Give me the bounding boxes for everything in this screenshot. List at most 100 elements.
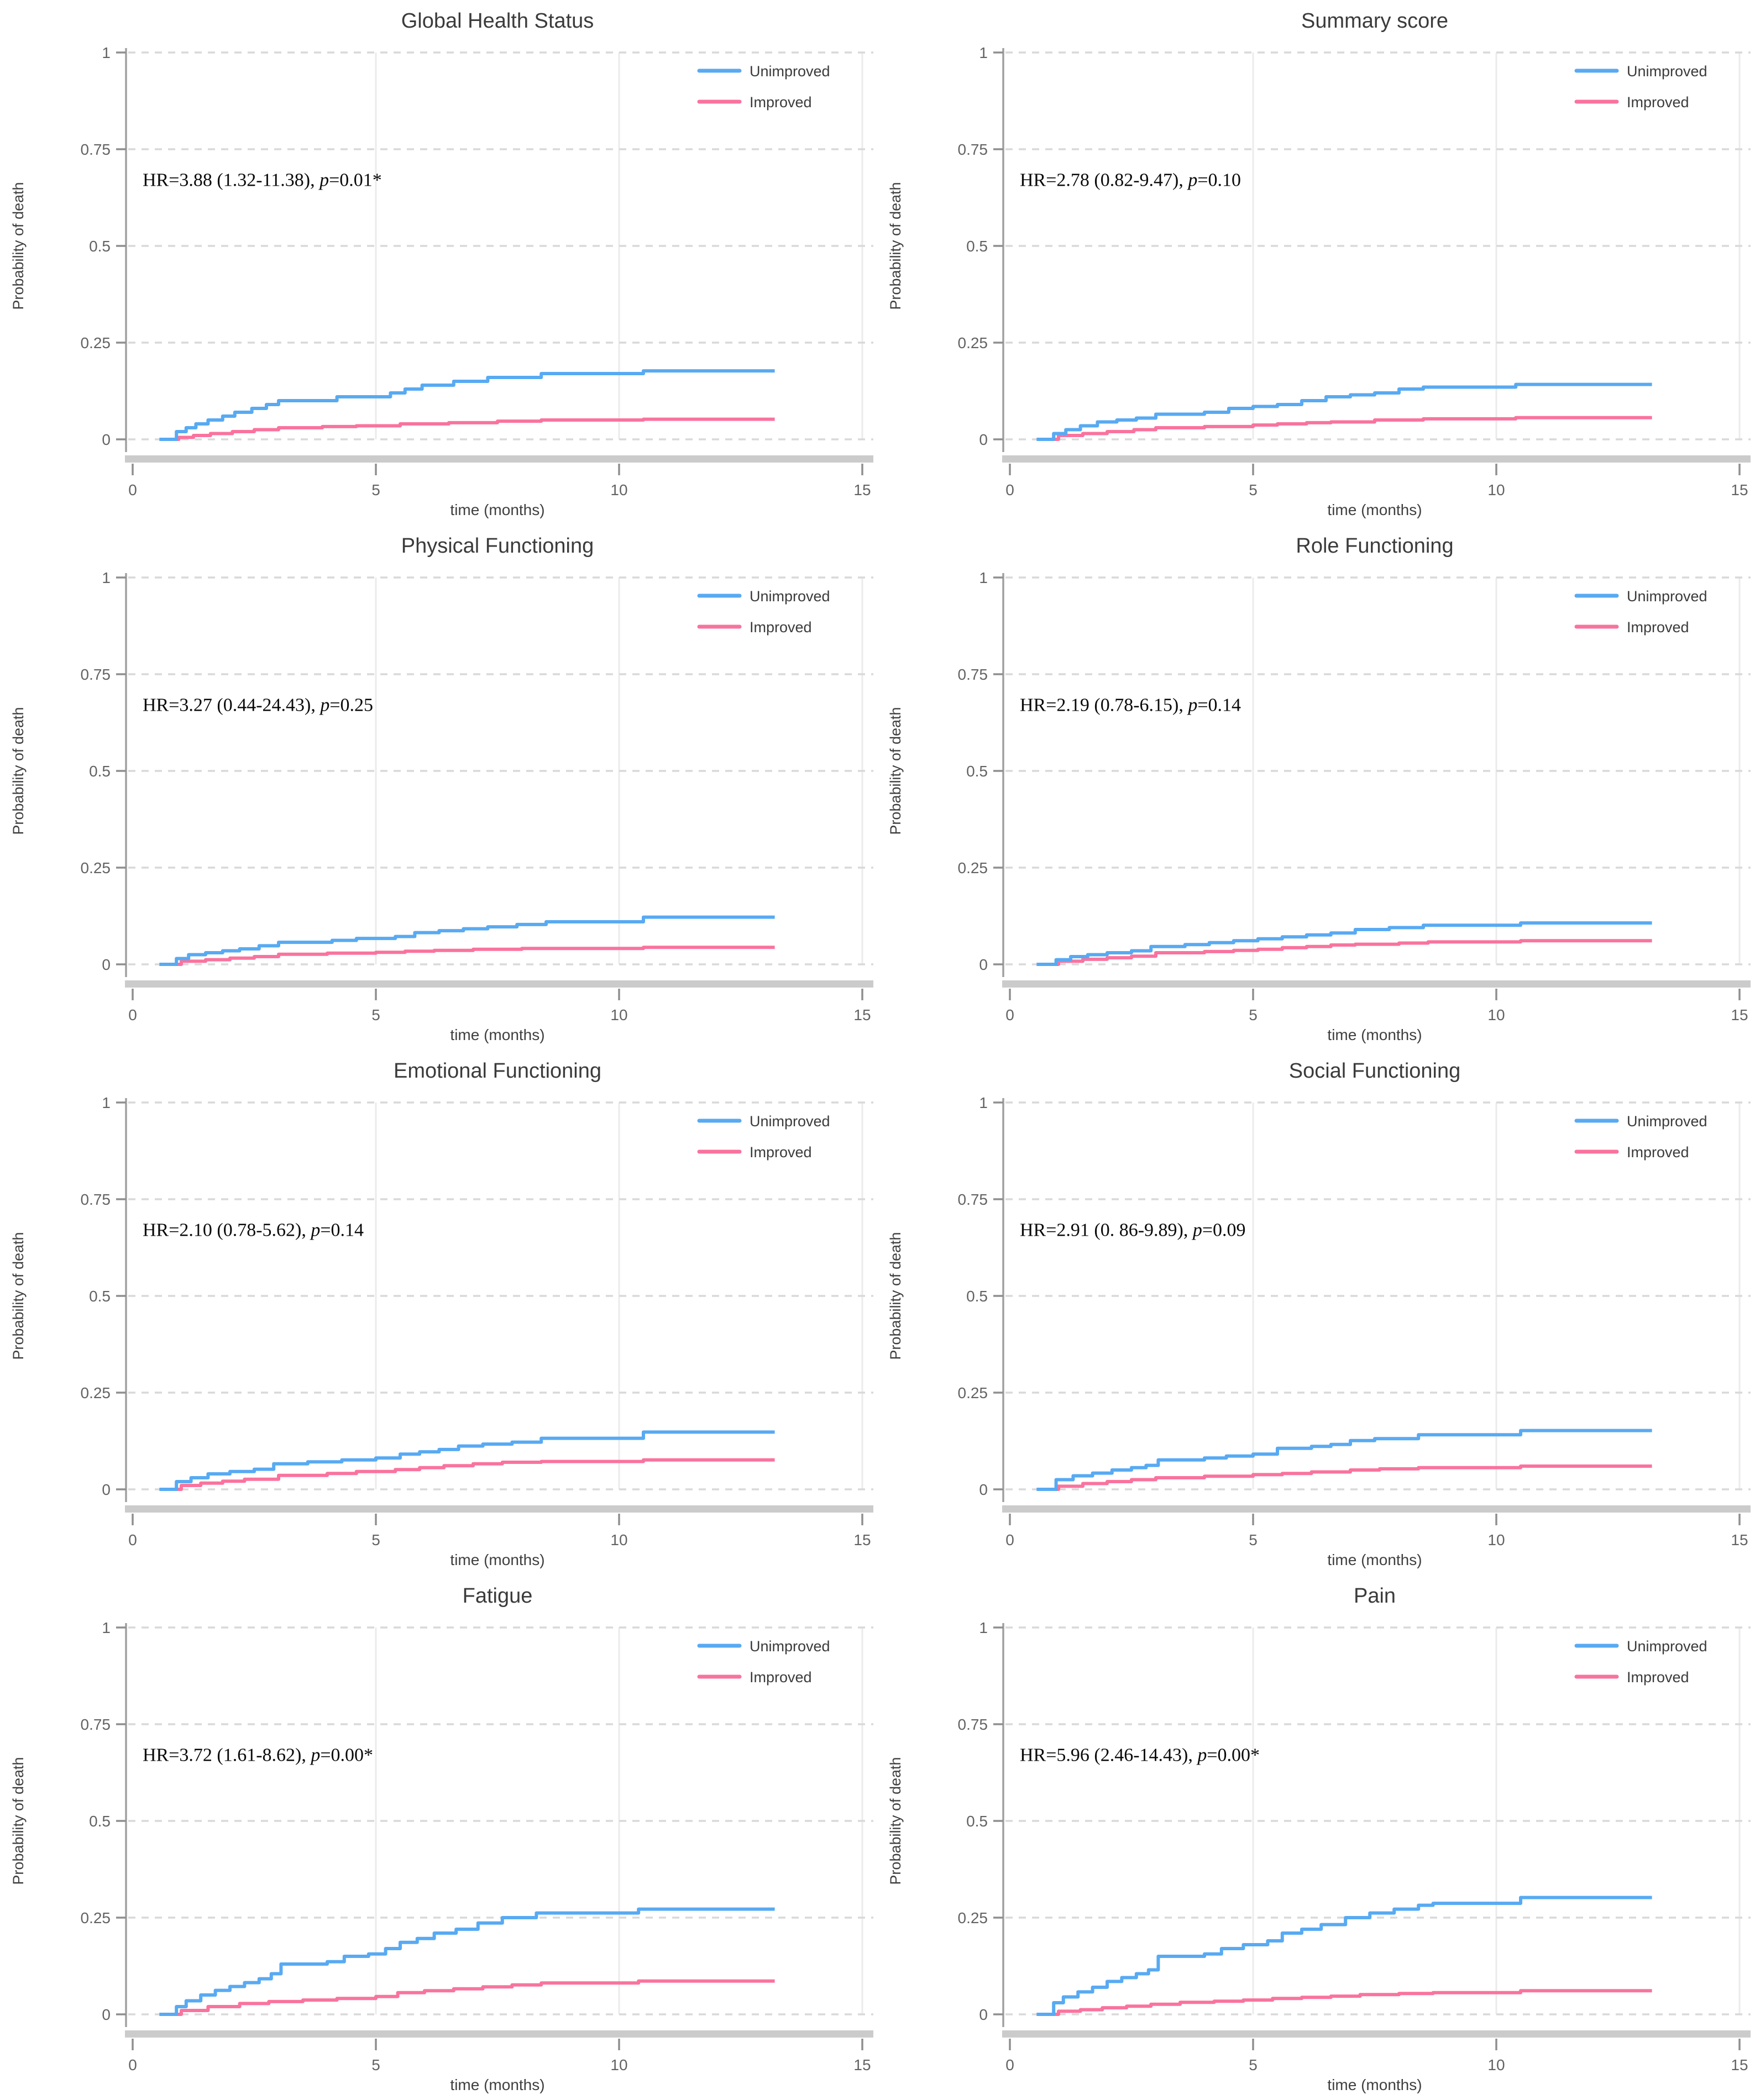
x-tick-label: 5 [1249, 1006, 1258, 1023]
y-axis-label: Probability of death [887, 707, 904, 834]
y-tick-label: 0.25 [81, 334, 111, 351]
hr-suffix: =0.00* [1207, 1745, 1260, 1766]
unimproved-curve [159, 1907, 775, 2016]
x-axis-label: time (months) [450, 501, 544, 518]
hr-p-symbol: p [1196, 1745, 1207, 1766]
y-tick-label: 0.5 [966, 763, 988, 780]
km-panel-fatigue: 0 5 10 15 0 0.25 0.5 0.75 1 Fatigue Probability of… [0, 1575, 877, 2100]
hr-annotation: HR=3.27 (0.44-24.43), p=0.25 [143, 695, 373, 716]
x-tick-label: 15 [1731, 1006, 1748, 1023]
improved-curve [159, 946, 775, 966]
x-tick-label: 15 [853, 2056, 871, 2073]
unimproved-curve [1036, 382, 1652, 441]
y-tick-label: 0 [979, 2006, 988, 2023]
km-panel-summary-score: 0 5 10 15 0 0.25 0.5 0.75 1 Summary score Probabil… [877, 0, 1754, 525]
x-axis-label: time (months) [450, 1551, 544, 1568]
y-tick-label: 0.25 [958, 334, 988, 351]
legend-improved-label: Improved [1627, 94, 1689, 111]
x-tick-label: 5 [1249, 1531, 1258, 1548]
improved-curve [159, 1458, 775, 1491]
y-axis-label: Probability of death [10, 1232, 27, 1359]
x-tick-label: 15 [1731, 481, 1748, 498]
x-axis-label: time (months) [1327, 1551, 1422, 1568]
legend-improved-label: Improved [1627, 1144, 1689, 1161]
x-tick-label: 5 [371, 1006, 380, 1023]
y-tick-label: 1 [102, 1619, 111, 1636]
y-tick-label: 0.25 [958, 1909, 988, 1926]
unimproved-curve [1036, 1429, 1652, 1491]
y-tick-label: 0.25 [958, 1384, 988, 1401]
y-tick-label: 0.5 [966, 1288, 988, 1305]
y-tick-label: 0.75 [81, 1716, 111, 1733]
hr-annotation: HR=2.10 (0.78-5.62), p=0.14 [143, 1220, 364, 1241]
legend-improved-label: Improved [750, 94, 812, 111]
panel-title: Global Health Status [401, 9, 594, 33]
x-axis-band [1002, 455, 1751, 463]
km-panel-pain: 0 5 10 15 0 0.25 0.5 0.75 1 Pain Probability of de… [877, 1575, 1754, 2100]
y-axis-label: Probability of death [887, 1232, 904, 1359]
hr-p-symbol: p [318, 170, 329, 191]
y-tick-label: 0.5 [89, 238, 111, 255]
unimproved-curve [1036, 1896, 1652, 2016]
hr-prefix: HR=3.72 (1.61-8.62), [143, 1745, 311, 1766]
legend-unimproved-label: Unimproved [750, 63, 830, 80]
y-tick-label: 1 [979, 44, 988, 61]
hr-p-symbol: p [310, 1745, 320, 1766]
km-panel-physical-functioning: 0 5 10 15 0 0.25 0.5 0.75 1 Physical Functioning P… [0, 525, 877, 1050]
km-panel-social-functioning: 0 5 10 15 0 0.25 0.5 0.75 1 Social Functioning Pro… [877, 1050, 1754, 1575]
unimproved-curve [159, 1430, 775, 1491]
improved-curve [159, 1979, 775, 2016]
y-axis-label: Probability of death [10, 1757, 27, 1884]
panel-title: Pain [1354, 1584, 1396, 1608]
hr-annotation: HR=3.72 (1.61-8.62), p=0.00* [143, 1745, 373, 1766]
km-plot-fatigue: 0 5 10 15 0 0.25 0.5 0.75 1 Fatigue Probability of… [10, 1584, 873, 2093]
y-axis-label: Probability of death [10, 707, 27, 834]
x-axis-band [1002, 1505, 1751, 1513]
x-tick-label: 10 [1487, 1531, 1505, 1548]
x-tick-label: 0 [128, 1006, 137, 1023]
x-axis-band [125, 2030, 873, 2038]
y-tick-label: 0.5 [89, 763, 111, 780]
x-tick-label: 5 [371, 1531, 380, 1548]
y-axis-label: Probability of death [10, 182, 27, 309]
y-tick-label: 0.75 [81, 1191, 111, 1208]
hr-prefix: HR=2.91 (0. 86-9.89), [1020, 1220, 1193, 1241]
x-tick-label: 5 [1249, 2056, 1258, 2073]
unimproved-curve [159, 369, 775, 441]
x-tick-label: 15 [1731, 2056, 1748, 2073]
y-tick-label: 0.5 [89, 1288, 111, 1305]
hr-suffix: =0.09 [1202, 1220, 1246, 1241]
legend-unimproved-label: Unimproved [750, 1638, 830, 1655]
x-tick-label: 0 [1005, 1531, 1014, 1548]
hr-prefix: HR=2.10 (0.78-5.62), [143, 1220, 311, 1241]
x-tick-label: 0 [128, 2056, 137, 2073]
hr-p-symbol: p [1187, 170, 1197, 191]
km-plot-role-functioning: 0 5 10 15 0 0.25 0.5 0.75 1 Role Functioning Proba… [887, 534, 1751, 1043]
x-tick-label: 15 [853, 1531, 871, 1548]
hr-annotation: HR=5.96 (2.46-14.43), p=0.00* [1020, 1745, 1260, 1766]
y-tick-label: 0.75 [81, 666, 111, 683]
y-tick-label: 0 [979, 1481, 988, 1498]
panel-title: Role Functioning [1296, 534, 1453, 558]
hr-suffix: =0.25 [329, 695, 373, 716]
legend-improved-label: Improved [750, 1144, 812, 1161]
y-axis-label: Probability of death [887, 182, 904, 309]
panel-title: Emotional Functioning [394, 1059, 601, 1083]
y-tick-label: 0.5 [89, 1813, 111, 1830]
y-tick-label: 1 [979, 1094, 988, 1111]
x-tick-label: 10 [610, 481, 627, 498]
legend-unimproved-label: Unimproved [1627, 588, 1707, 605]
hr-suffix: =0.14 [320, 1220, 364, 1241]
x-axis-label: time (months) [450, 2076, 544, 2093]
x-axis-label: time (months) [1327, 1026, 1422, 1043]
x-tick-label: 0 [1005, 2056, 1014, 2073]
hr-p-symbol: p [1192, 1220, 1202, 1241]
x-tick-label: 10 [1487, 1006, 1505, 1023]
y-tick-label: 0.25 [958, 859, 988, 876]
x-tick-label: 0 [128, 481, 137, 498]
improved-curve [1036, 416, 1652, 441]
legend-unimproved-label: Unimproved [1627, 1113, 1707, 1130]
hr-p-symbol: p [319, 695, 329, 716]
hr-annotation: HR=2.78 (0.82-9.47), p=0.10 [1020, 170, 1241, 191]
y-tick-label: 0.75 [958, 141, 988, 158]
